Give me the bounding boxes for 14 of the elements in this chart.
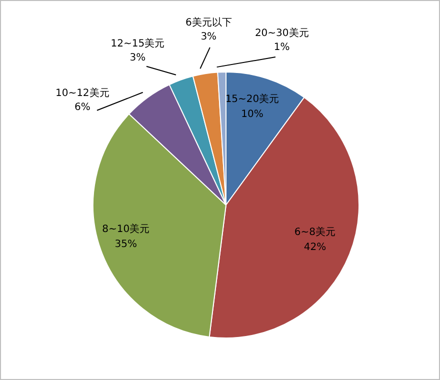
- slice-label: 20~30美元: [254, 27, 309, 40]
- data-label: 10%: [241, 108, 264, 120]
- slice-label: 8~10美元: [102, 223, 150, 236]
- slice-label: 15~20美元: [225, 92, 280, 105]
- slice-label: 10~12美元: [55, 86, 110, 99]
- data-label: 1%: [274, 42, 290, 54]
- data-label: 35%: [114, 239, 138, 250]
- data-label: 42%: [304, 242, 326, 254]
- slice-label: 12~15美元: [110, 38, 165, 50]
- slice-label: 6美元以下: [185, 16, 232, 28]
- data-label: 3%: [130, 52, 146, 64]
- slice-label: 6~8美元: [294, 226, 336, 238]
- data-label: 6%: [74, 102, 90, 113]
- data-label: 3%: [200, 31, 217, 42]
